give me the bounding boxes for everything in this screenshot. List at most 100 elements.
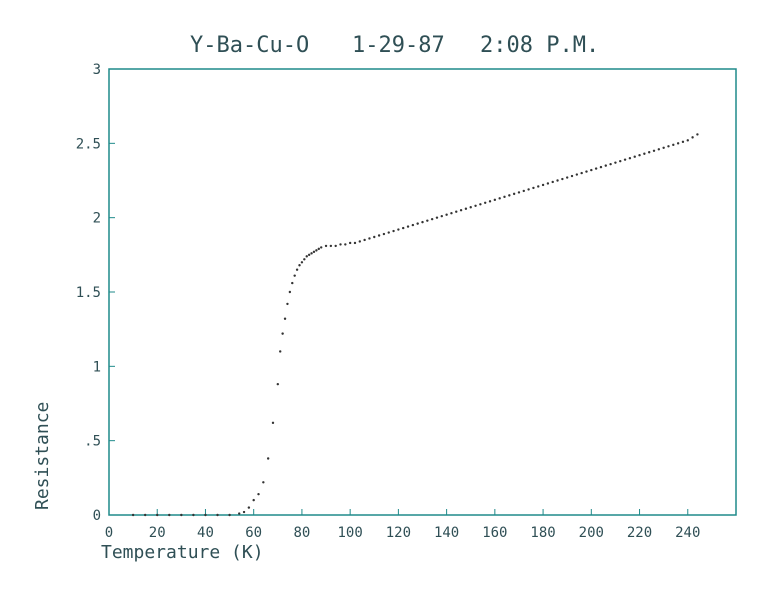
data-point [537, 185, 540, 188]
data-point [590, 168, 593, 172]
data-point [445, 213, 448, 216]
chart-title-sample: Y-Ba-Cu-O [190, 33, 309, 58]
data-point [368, 237, 371, 240]
y-tick-label: 2.5 [76, 136, 101, 152]
data-point [638, 154, 641, 157]
data-point [440, 214, 443, 218]
data-point [204, 513, 207, 517]
data-point [320, 246, 323, 249]
data-point [469, 206, 472, 209]
data-point [216, 513, 219, 517]
data-point [667, 145, 670, 148]
y-tick-label: 0 [93, 508, 101, 524]
data-point [503, 195, 506, 199]
data-point [522, 189, 525, 193]
x-tick-label: 80 [293, 525, 310, 541]
data-point [493, 198, 497, 202]
data-point [657, 148, 661, 151]
x-tick-label: 240 [675, 525, 700, 541]
data-point [324, 244, 328, 248]
data-point [464, 207, 468, 210]
data-point [561, 177, 564, 181]
data-point [532, 186, 535, 190]
data-point [619, 159, 622, 163]
y-tick-label: 1.5 [76, 285, 101, 301]
data-point [295, 268, 299, 271]
data-point [556, 179, 559, 182]
data-point [488, 200, 492, 203]
data-point [281, 332, 284, 335]
data-point [387, 231, 390, 234]
data-point [300, 261, 304, 264]
data-point [633, 155, 636, 158]
data-point [696, 133, 699, 136]
x-axis-ticks: 0 20 40 60 80 100 120 140 160 180 200 220 240 [105, 509, 700, 541]
data-point [397, 228, 400, 231]
data-point [551, 180, 554, 184]
data-point [643, 152, 646, 155]
x-tick-label: 140 [434, 525, 459, 541]
data-point [585, 170, 588, 173]
data-point [672, 143, 675, 147]
x-axis-label: Temperature (K) [101, 542, 264, 563]
data-point [305, 255, 308, 258]
data-point [623, 158, 627, 161]
data-point [247, 506, 251, 509]
data-point [180, 513, 183, 517]
data-point [266, 457, 270, 460]
data-point [570, 174, 574, 178]
data-point [373, 235, 376, 239]
x-tick-label: 100 [338, 525, 363, 541]
data-point [575, 173, 579, 176]
data-points [131, 133, 699, 517]
data-point [276, 382, 280, 386]
chart-title-date: 1-29-87 [352, 33, 445, 58]
data-point [377, 234, 381, 237]
data-point [614, 161, 617, 164]
data-point [279, 350, 282, 353]
x-tick-label: 200 [579, 525, 604, 541]
data-point [498, 197, 501, 200]
data-point [228, 513, 231, 517]
data-point [358, 240, 361, 243]
data-point [628, 157, 632, 160]
data-point [307, 253, 311, 257]
data-point [382, 232, 386, 236]
data-point [286, 302, 289, 306]
data-point [565, 176, 569, 179]
data-point [298, 264, 301, 267]
data-point [131, 513, 135, 517]
data-point [242, 510, 246, 514]
data-point [430, 217, 434, 221]
data-point [317, 247, 321, 251]
data-point [435, 216, 439, 219]
y-tick-label: 3 [93, 62, 101, 78]
data-point [580, 171, 583, 175]
data-point [303, 258, 306, 261]
x-tick-label: 0 [105, 525, 113, 541]
x-tick-label: 160 [482, 525, 507, 541]
data-point [291, 281, 294, 285]
data-point [168, 513, 171, 517]
data-point [484, 201, 487, 204]
data-point [691, 136, 694, 139]
data-point [426, 219, 429, 222]
data-point [293, 274, 296, 277]
data-point [416, 222, 419, 225]
data-point [609, 162, 612, 166]
data-point [192, 513, 195, 517]
data-point [604, 164, 607, 167]
y-axis-label: Resistance [32, 402, 53, 510]
data-point [517, 191, 521, 194]
data-point [143, 513, 147, 517]
data-point [283, 317, 287, 320]
data-point [508, 194, 511, 197]
x-tick-label: 120 [386, 525, 411, 541]
data-point [474, 204, 477, 207]
data-point [411, 223, 415, 227]
data-point [392, 229, 395, 233]
data-point [262, 481, 265, 484]
data-point [257, 492, 260, 496]
plot-frame [108, 68, 737, 516]
